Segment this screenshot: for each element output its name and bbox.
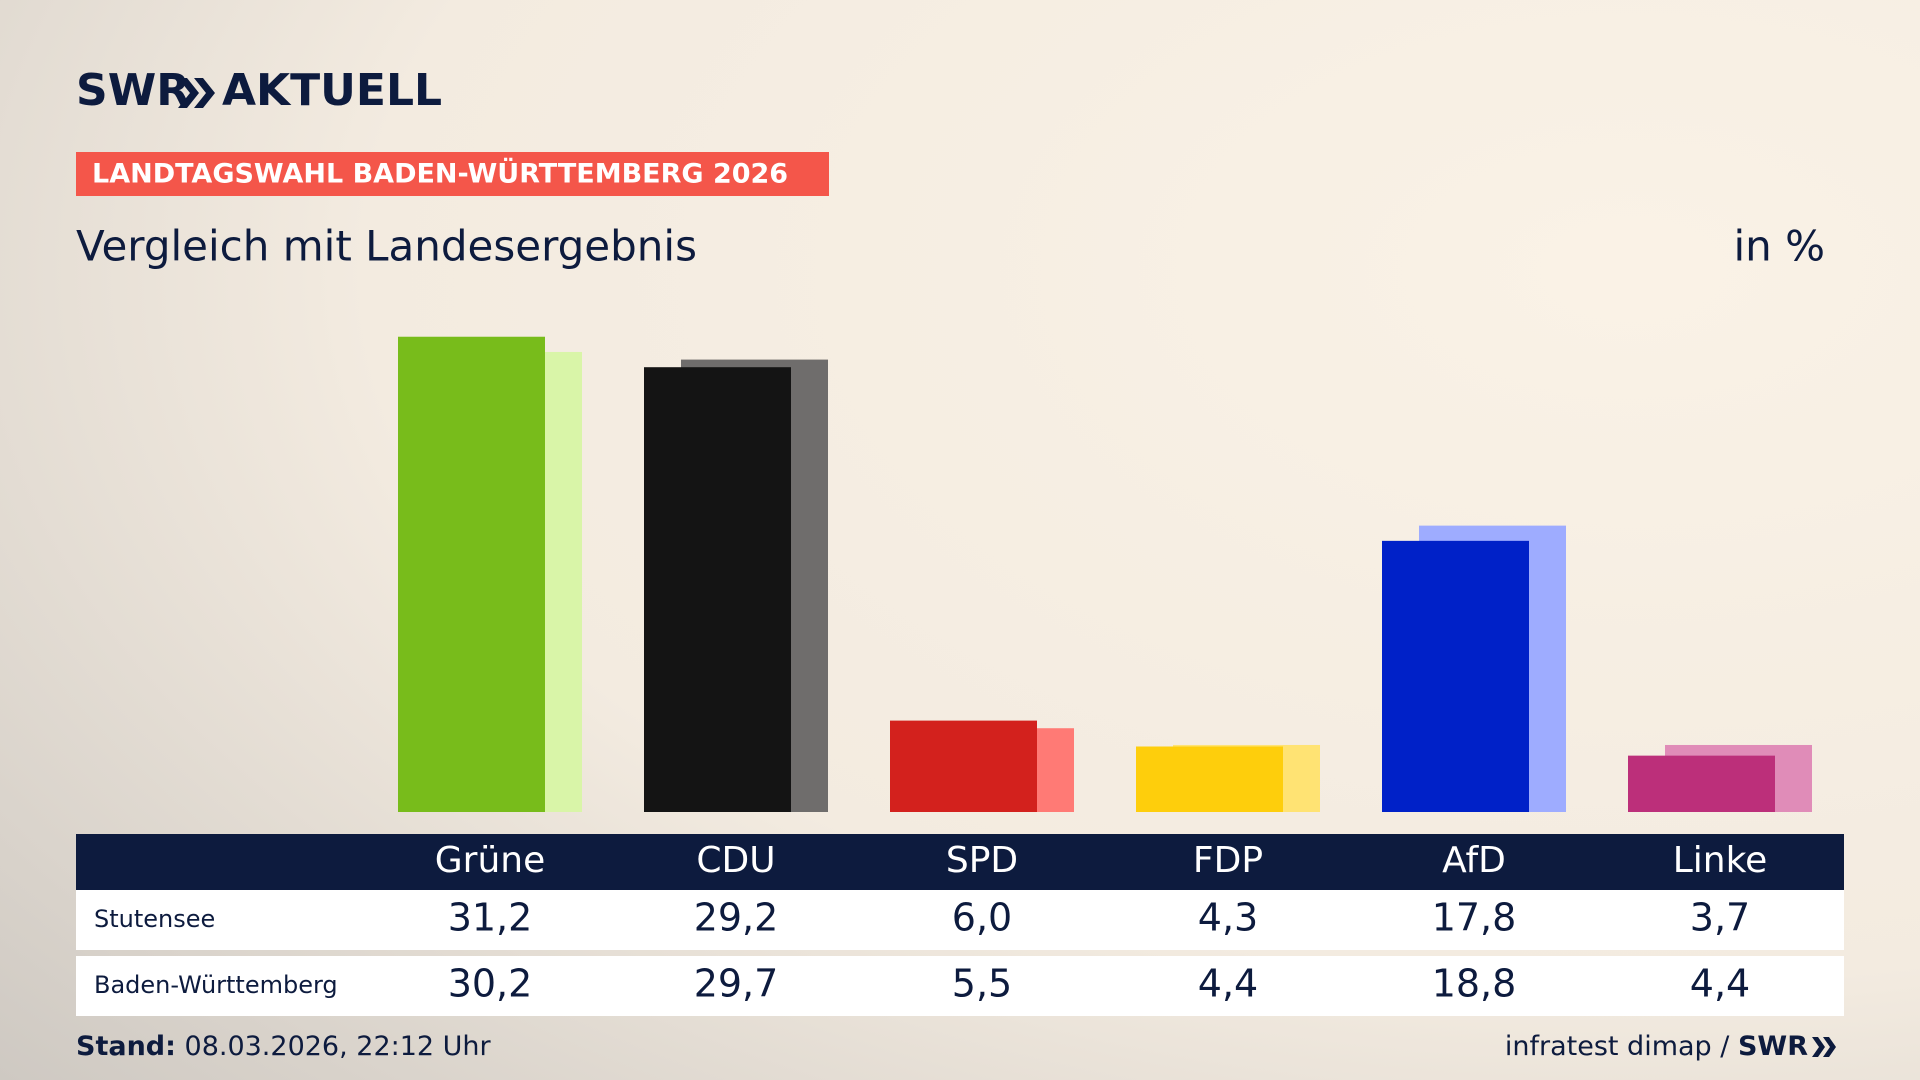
category-label: Linke xyxy=(1673,840,1768,881)
brand-product: AKTUELL xyxy=(222,65,442,116)
value-label: 18,8 xyxy=(1432,962,1517,1006)
category-label: Grüne xyxy=(435,840,545,881)
value-label: 6,0 xyxy=(952,896,1012,940)
source-brand: SWR xyxy=(1738,1031,1808,1062)
footer-stand: Stand: 08.03.2026, 22:12 Uhr xyxy=(76,1031,492,1062)
value-label: 5,5 xyxy=(952,962,1012,1006)
value-label: 3,7 xyxy=(1690,896,1750,940)
stand-label: Stand: xyxy=(76,1031,176,1062)
table-row xyxy=(76,890,1844,950)
category-label: FDP xyxy=(1193,840,1263,881)
source-chevrons xyxy=(1812,1037,1836,1057)
chart-title: LANDTAGSWAHL BADEN-WÜRTTEMBERG 2026 xyxy=(92,157,788,190)
category-label: SPD xyxy=(946,840,1018,881)
bar xyxy=(398,336,545,812)
bar xyxy=(644,367,791,812)
value-label: 4,4 xyxy=(1690,962,1750,1006)
value-label: 31,2 xyxy=(448,896,533,940)
brand-chevrons xyxy=(178,78,215,108)
value-label: 29,2 xyxy=(694,896,779,940)
footer-source: infratest dimap / SWR xyxy=(1505,1031,1808,1062)
row-label: Baden-Württemberg xyxy=(94,971,338,999)
title-banner xyxy=(76,152,829,196)
value-label: 4,3 xyxy=(1198,896,1258,940)
row-label: Stutensee xyxy=(94,905,215,933)
bar xyxy=(1628,755,1775,812)
table-row xyxy=(76,956,1844,1016)
table-header xyxy=(76,834,1844,890)
value-label: 4,4 xyxy=(1198,962,1258,1006)
subtitle: Vergleich mit Landesergebnis xyxy=(76,222,697,271)
value-label: 17,8 xyxy=(1432,896,1517,940)
value-label: 29,7 xyxy=(694,962,779,1006)
source: infratest dimap / xyxy=(1505,1031,1730,1062)
brand: SWR xyxy=(76,65,190,116)
category-label: AfD xyxy=(1442,840,1506,881)
bar xyxy=(1382,540,1529,812)
bar xyxy=(890,720,1037,812)
bar xyxy=(1136,746,1283,812)
stand: 08.03.2026, 22:12 Uhr xyxy=(185,1031,492,1062)
unit: in % xyxy=(1733,222,1825,271)
value-label: 30,2 xyxy=(448,962,533,1006)
category-label: CDU xyxy=(696,840,775,881)
